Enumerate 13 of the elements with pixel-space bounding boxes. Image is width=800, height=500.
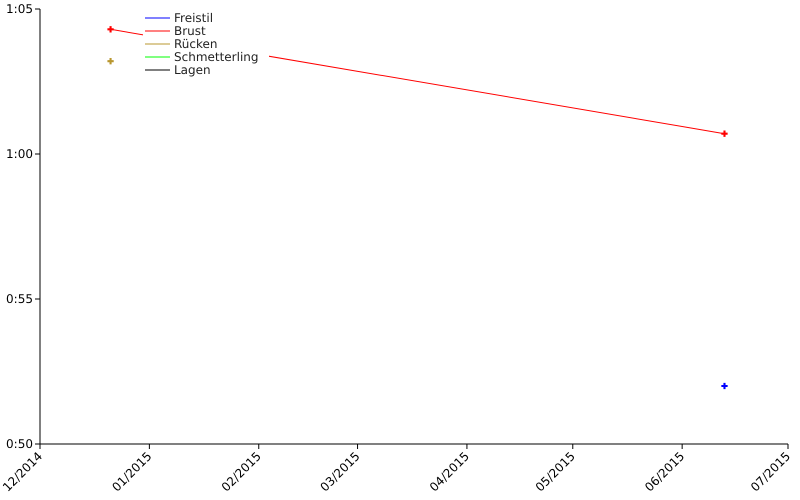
legend-label: Lagen	[174, 63, 211, 78]
legend-label: Schmetterling	[174, 50, 259, 64]
point	[107, 26, 114, 32]
point	[107, 58, 114, 64]
y-tick-label: 1:05	[6, 2, 33, 16]
point	[721, 130, 728, 137]
y-tick-label: 0:55	[6, 292, 33, 306]
legend-label: Rücken	[174, 37, 218, 52]
legend-label: Freistil	[174, 11, 214, 26]
y-tick-label: 1:00	[6, 147, 33, 162]
legend-label: Brust	[174, 24, 206, 38]
y-tick-label: 0:50	[6, 437, 33, 452]
point	[721, 382, 728, 390]
